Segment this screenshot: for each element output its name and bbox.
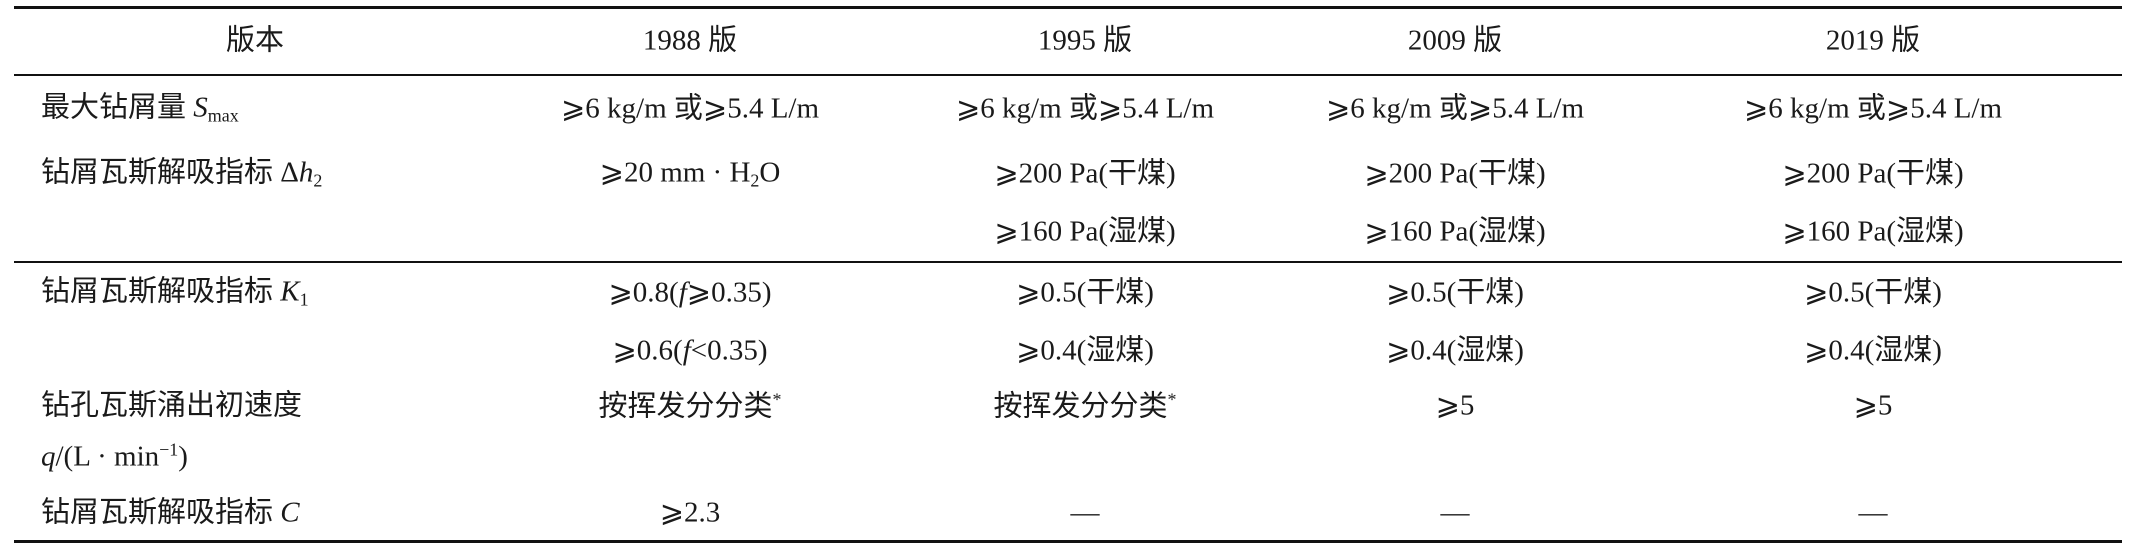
text-run: 钻屑瓦斯解吸指标 [41, 496, 281, 529]
subscript: 1 [299, 289, 309, 310]
text-run: ⩾0.5(干煤) [1386, 276, 1524, 309]
text-run: 按挥发分分类 [598, 390, 773, 423]
subscript: 2 [750, 170, 760, 191]
table-cell: ⩾6 kg/m 或⩾5.4 L/m [560, 92, 820, 125]
table-cell: ⩾200 Pa(干煤) [1364, 157, 1546, 190]
table-cell: ⩾5 [1853, 389, 1893, 422]
text-run: ⩾160 Pa(湿煤) [994, 215, 1176, 248]
text-run: ) [178, 440, 188, 473]
header-cell: 2019 版 [1825, 24, 1921, 57]
table-cell: — [1440, 496, 1470, 529]
table-cell: ⩾6 kg/m 或⩾5.4 L/m [1325, 92, 1585, 125]
text-run: 按挥发分分类 [993, 390, 1168, 423]
text-run: ⩾6 kg/m 或⩾5.4 L/m [1325, 92, 1585, 125]
top-rule [14, 6, 2122, 9]
text-run: ⩾200 Pa(干煤) [1364, 157, 1546, 190]
text-run: O [759, 156, 781, 189]
table-cell: ⩾160 Pa(湿煤) [1364, 215, 1546, 248]
text-run: — [1858, 496, 1888, 529]
subscript: 2 [313, 170, 323, 191]
header-cell: 版本 [225, 24, 285, 57]
table-cell: ⩾160 Pa(湿煤) [1782, 215, 1964, 248]
text-run: /(L · min [55, 440, 160, 473]
table-cell: ⩾200 Pa(干煤) [1782, 157, 1964, 190]
table-cell: ⩾20 mm · H2O [599, 156, 781, 191]
text-run: ⩾0.5(干煤) [1016, 276, 1154, 309]
text-run: 钻屑瓦斯解吸指标 [41, 275, 281, 308]
italic-symbol: q [41, 440, 56, 473]
group-rule [14, 261, 2122, 263]
text-run: <0.35) [690, 334, 768, 367]
superscript: * [772, 389, 782, 410]
text-run: ⩾5 [1853, 389, 1893, 422]
table-cell: ⩾0.5(干煤) [1386, 276, 1524, 309]
text-run: 钻孔瓦斯涌出初速度 [41, 389, 303, 422]
row-label: 钻屑瓦斯解吸指标 K1 [41, 275, 309, 310]
row-label: 最大钻屑量 Smax [41, 91, 239, 126]
text-run: ⩾0.4(湿煤) [1386, 334, 1524, 367]
table-cell: ⩾0.4(湿煤) [1016, 334, 1154, 367]
text-run: ⩾6 kg/m 或⩾5.4 L/m [1743, 92, 2003, 125]
table-cell: ⩾0.4(湿煤) [1386, 334, 1524, 367]
text-run: ⩾0.4(湿煤) [1804, 334, 1942, 367]
superscript: * [1167, 389, 1177, 410]
text-run: ⩾20 mm · H [599, 156, 751, 189]
text-run: — [1440, 496, 1470, 529]
table-cell: 按挥发分分类* [599, 391, 782, 422]
text-run: ⩾160 Pa(湿煤) [1782, 215, 1964, 248]
superscript: −1 [159, 439, 179, 460]
row-label: q/(L · min−1) [41, 441, 188, 472]
table-cell: ⩾200 Pa(干煤) [994, 157, 1176, 190]
table-cell: ⩾6 kg/m 或⩾5.4 L/m [955, 92, 1215, 125]
italic-symbol: f [682, 334, 691, 367]
table-cell: ⩾0.6(f<0.35) [612, 334, 768, 367]
text-run: 最大钻屑量 [41, 91, 194, 124]
table-cell: ⩾5 [1435, 389, 1475, 422]
italic-symbol: f [678, 276, 687, 309]
text-run: ⩾2.3 [659, 496, 721, 529]
text-run: ⩾0.8( [608, 276, 679, 309]
table-cell: ⩾0.5(干煤) [1016, 276, 1154, 309]
italic-symbol: h [298, 156, 314, 189]
text-run: ⩾0.4(湿煤) [1016, 334, 1154, 367]
row-label: 钻屑瓦斯解吸指标 C [41, 496, 300, 529]
text-run: ⩾5 [1435, 389, 1475, 422]
table-cell: — [1070, 496, 1100, 529]
subscript: max [207, 105, 239, 126]
table-cell: ⩾160 Pa(湿煤) [994, 215, 1176, 248]
header-cell: 2009 版 [1407, 24, 1503, 57]
text-run: ⩾0.5(干煤) [1804, 276, 1942, 309]
text-run: ⩾200 Pa(干煤) [994, 157, 1176, 190]
bottom-rule [14, 540, 2122, 543]
italic-symbol: C [280, 496, 300, 529]
row-label: 钻孔瓦斯涌出初速度 [41, 389, 303, 422]
text-run: ⩾6 kg/m 或⩾5.4 L/m [560, 92, 820, 125]
text-run: ⩾0.6( [612, 334, 683, 367]
text-run: 钻屑瓦斯解吸指标 Δ [41, 156, 299, 189]
table-cell: ⩾0.5(干煤) [1804, 276, 1942, 309]
table-cell: ⩾2.3 [659, 496, 721, 529]
table-cell: 按挥发分分类* [994, 391, 1177, 422]
text-run: ⩾0.35) [686, 276, 772, 309]
text-run: — [1070, 496, 1100, 529]
italic-symbol: S [193, 91, 208, 124]
table-cell: ⩾0.4(湿煤) [1804, 334, 1942, 367]
row-label: 钻屑瓦斯解吸指标 Δh2 [41, 156, 323, 191]
text-run: ⩾160 Pa(湿煤) [1364, 215, 1546, 248]
table-cell: ⩾0.8(f⩾0.35) [608, 276, 772, 309]
table-cell: ⩾6 kg/m 或⩾5.4 L/m [1743, 92, 2003, 125]
header-cell: 1995 版 [1037, 24, 1133, 57]
header-rule [14, 74, 2122, 76]
italic-symbol: K [280, 275, 300, 308]
text-run: ⩾6 kg/m 或⩾5.4 L/m [955, 92, 1215, 125]
table-cell: — [1858, 496, 1888, 529]
text-run: ⩾200 Pa(干煤) [1782, 157, 1964, 190]
header-cell: 1988 版 [642, 24, 738, 57]
